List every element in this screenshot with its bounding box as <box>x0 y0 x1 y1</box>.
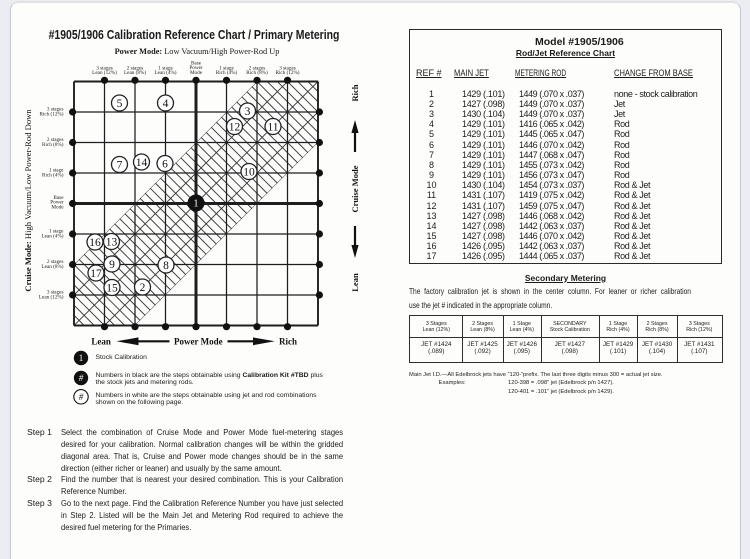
svg-text:16: 16 <box>89 237 101 249</box>
svg-text:3 stages: 3 stages <box>47 290 64 296</box>
svg-text:2 stages: 2 stages <box>249 65 266 71</box>
svg-text:Base: Base <box>53 195 64 201</box>
svg-text:5: 5 <box>117 98 123 110</box>
svg-text:Lean: Lean <box>350 273 360 292</box>
svg-text:3 stages: 3 stages <box>96 65 113 71</box>
svg-text:Rich (12%): Rich (12%) <box>275 69 299 76</box>
svg-text:Rich (4%): Rich (4%) <box>42 172 64 179</box>
svg-text:2 stages: 2 stages <box>47 137 64 143</box>
svg-text:Base: Base <box>191 60 202 66</box>
svg-text:12: 12 <box>229 121 241 133</box>
svg-text:1 stage: 1 stage <box>49 229 64 235</box>
svg-text:Power Mode: Power Mode <box>174 337 223 347</box>
svg-text:Cruise Mode: High Vacuum/Low P: Cruise Mode: High Vacuum/Low Power-Rod D… <box>23 109 33 292</box>
svg-text:Rich (12%): Rich (12%) <box>39 111 63 118</box>
svg-text:4: 4 <box>163 98 169 110</box>
svg-text:Rich (8%): Rich (8%) <box>42 141 64 148</box>
svg-text:2 stages: 2 stages <box>127 65 144 71</box>
svg-text:17: 17 <box>90 268 102 280</box>
svg-text:Lean (8%): Lean (8%) <box>41 263 63 270</box>
svg-text:Lean (4%): Lean (4%) <box>41 233 63 240</box>
svg-text:Mode: Mode <box>190 70 203 76</box>
svg-text:Mode: Mode <box>51 205 64 211</box>
svg-text:Rich: Rich <box>350 84 360 101</box>
svg-text:#: # <box>79 392 84 402</box>
svg-text:Lean (4%): Lean (4%) <box>154 69 176 76</box>
svg-text:3: 3 <box>245 106 251 118</box>
svg-text:Lean (12%): Lean (12%) <box>92 69 117 76</box>
svg-text:Lean: Lean <box>91 337 111 347</box>
svg-text:Rich (4%): Rich (4%) <box>216 69 238 76</box>
svg-text:1 stage: 1 stage <box>158 65 173 71</box>
svg-text:1 stage: 1 stage <box>49 168 64 174</box>
svg-text:3 stages: 3 stages <box>47 107 64 113</box>
svg-text:11: 11 <box>267 121 278 133</box>
svg-text:#: # <box>79 373 84 383</box>
svg-text:2 stages: 2 stages <box>47 259 64 265</box>
svg-text:2: 2 <box>140 282 146 294</box>
svg-text:1: 1 <box>79 353 84 363</box>
svg-text:Power: Power <box>189 65 203 71</box>
svg-text:3 stages: 3 stages <box>279 65 296 71</box>
svg-text:15: 15 <box>106 282 118 294</box>
svg-text:Lean (8%): Lean (8%) <box>124 69 146 76</box>
svg-text:8: 8 <box>163 260 169 272</box>
svg-text:14: 14 <box>136 157 148 169</box>
svg-text:1 stage: 1 stage <box>219 65 234 71</box>
svg-text:1: 1 <box>194 199 199 210</box>
svg-text:Rich (8%): Rich (8%) <box>246 69 268 76</box>
svg-text:6: 6 <box>162 158 168 170</box>
svg-text:Cruise Mode: Cruise Mode <box>350 165 360 212</box>
svg-text:Rich: Rich <box>279 337 297 347</box>
svg-text:Lean (12%): Lean (12%) <box>39 294 64 301</box>
svg-text:7: 7 <box>117 159 123 171</box>
svg-text:9: 9 <box>109 259 115 271</box>
svg-text:13: 13 <box>106 236 118 248</box>
svg-text:Power: Power <box>50 200 64 206</box>
svg-text:10: 10 <box>243 166 255 178</box>
